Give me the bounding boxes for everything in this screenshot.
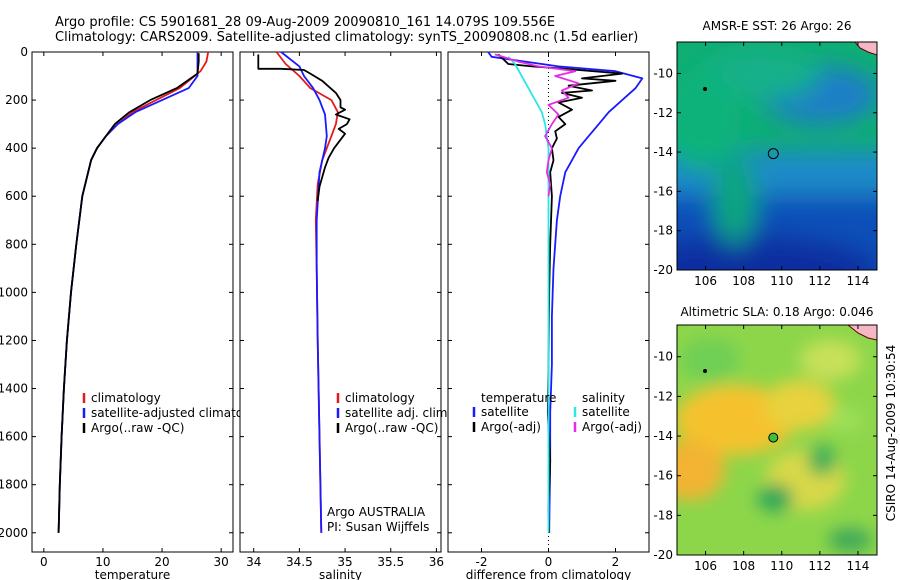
salinity-legend-label: climatology — [345, 391, 415, 405]
sst-map-title: AMSR-E SST: 26 Argo: 26 — [703, 19, 852, 33]
x-tick-label: 34.5 — [286, 555, 313, 569]
map-x-tick-label: 110 — [770, 559, 793, 573]
y-tick-label: 1600 — [0, 430, 28, 444]
x-tick-label: 34 — [246, 555, 261, 569]
salinity-panel: 34 34.5 35 35.5 36 salinity climatologysatelli… — [239, 51, 451, 580]
x-axis-label: temperature — [95, 568, 170, 580]
x-tick-label: 2 — [612, 555, 620, 569]
map-y-tick-label: -12 — [653, 389, 673, 403]
sla-map-panel: Altimetric SLA: 0.18 Argo: 0.046 106 108 1… — [653, 305, 878, 573]
y-tick-label: 1400 — [0, 382, 28, 396]
diff-legend-temp-satellite-label: satellite — [481, 405, 529, 419]
sst-map-axes: 106 108 110 112 114 -10 -12 -14 -16 -18 -20 — [653, 42, 877, 288]
map-y-tick-label: -12 — [653, 106, 673, 120]
y-tick-label: 1000 — [0, 285, 28, 299]
diff-legend-temperature-header: temperature — [481, 391, 556, 405]
argo-annotation-line2: PI: Susan Wijffels — [327, 520, 429, 534]
sla-field — [677, 325, 877, 555]
map-y-tick-label: -14 — [653, 429, 673, 443]
y-tick-label: 800 — [5, 237, 28, 251]
map-y-tick-label: -16 — [653, 469, 673, 483]
figure-title-line1: Argo profile: CS 5901681_28 09-Aug-2009 … — [55, 15, 556, 30]
series-line-argo-raw-qc- — [57, 53, 200, 533]
map-x-tick-label: 108 — [732, 559, 755, 573]
series-line-temperature-satellite — [487, 51, 644, 533]
sla-map-title: Altimetric SLA: 0.18 Argo: 0.046 — [680, 305, 873, 319]
y-tick-label: 0 — [20, 45, 28, 59]
x-tick-label: 10 — [95, 555, 110, 569]
y-tick-label: 2000 — [0, 526, 28, 540]
credit-label: CSIRO 14-Aug-2009 10:30:54 — [884, 345, 898, 521]
y-tick-label: 200 — [5, 93, 28, 107]
x-tick-label: 0 — [40, 555, 48, 569]
map-x-tick-label: 114 — [846, 559, 869, 573]
map-x-tick-label: 112 — [808, 559, 831, 573]
x-tick-label: 0 — [545, 555, 553, 569]
map-x-tick-label: 108 — [732, 274, 755, 288]
series-line-salinity-argo-adj- — [494, 53, 580, 197]
sla-map-axes: 106 108 110 112 114 -10 -12 -14 -16 -18 -20 — [653, 325, 877, 573]
map-y-tick-label: -10 — [653, 350, 673, 364]
map-y-tick-label: -16 — [653, 184, 673, 198]
map-x-tick-label: 114 — [846, 274, 869, 288]
y-tick-label: 1200 — [0, 333, 28, 347]
x-tick-label: 20 — [154, 555, 169, 569]
map-y-tick-label: -18 — [653, 224, 673, 238]
map-x-tick-label: 106 — [694, 274, 717, 288]
temperature-legend-label: satellite-adjusted climatology — [91, 406, 269, 420]
plot-frame — [31, 51, 234, 553]
x-tick-label: 30 — [214, 555, 229, 569]
map-y-tick-label: -18 — [653, 508, 673, 522]
diff-legend-sal-argo-label: Argo(-adj) — [582, 420, 642, 434]
map-x-tick-label: 112 — [808, 274, 831, 288]
sla-map-island-dot — [703, 369, 707, 373]
y-tick-label: 1800 — [0, 478, 28, 492]
temperature-panel: 0 10 20 30 0 200 400 600 800 1000 1200 1400 1600 1800… — [0, 45, 269, 580]
x-tick-label: 35 — [337, 555, 352, 569]
figure-title-line2: Climatology: CARS2009. Satellite-adjuste… — [55, 30, 639, 45]
x-tick-label: 36 — [429, 555, 444, 569]
series-line-argo-raw-qc- — [257, 54, 351, 202]
salinity-legend-label: satellite adj. clim. — [345, 406, 451, 420]
map-y-tick-label: -14 — [653, 145, 673, 159]
plot-frame — [239, 51, 442, 553]
map-x-tick-label: 110 — [770, 274, 793, 288]
x-tick-label: -2 — [476, 555, 488, 569]
diff-legend-temp-argo-label: Argo(-adj) — [481, 420, 541, 434]
y-tick-label: 600 — [5, 189, 28, 203]
series-line-salinity-satellite — [507, 56, 550, 533]
sst-map-panel: AMSR-E SST: 26 Argo: 26 106 108 110 112 114 -… — [653, 19, 878, 288]
map-y-tick-label: -10 — [653, 66, 673, 80]
y-tick-label: 400 — [5, 141, 28, 155]
diff-legend-sal-satellite-label: satellite — [582, 405, 630, 419]
salinity-legend-label: Argo(..raw -QC) — [345, 421, 438, 435]
x-tick-label: 35.5 — [377, 555, 404, 569]
series-line-satellite-adj-clim- — [280, 51, 328, 533]
sst-map-island-dot — [703, 87, 707, 91]
map-y-tick-label: -20 — [653, 263, 673, 277]
map-x-tick-label: 106 — [694, 559, 717, 573]
x-axis-label: salinity — [319, 568, 362, 580]
sla-argo-marker — [768, 432, 779, 443]
sst-argo-marker — [767, 148, 779, 160]
diff-legend-salinity-header: salinity — [582, 391, 625, 405]
map-y-tick-label: -20 — [653, 548, 673, 562]
sst-field — [677, 42, 877, 270]
temperature-legend-label: climatology — [91, 391, 161, 405]
temperature-legend-label: Argo(..raw -QC) — [91, 421, 184, 435]
argo-annotation-line1: Argo AUSTRALIA — [327, 505, 426, 519]
x-axis-label: difference from climatology — [466, 568, 632, 580]
